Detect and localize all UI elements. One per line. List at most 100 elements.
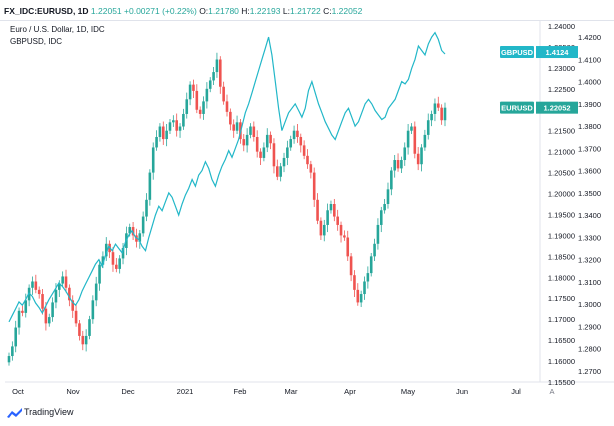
price-axis-tick: 1.24000: [548, 22, 575, 31]
candle-body: [436, 103, 440, 108]
candle-body: [202, 101, 205, 114]
candle-body: [312, 172, 316, 200]
compare-axis-tick: 1.3400: [578, 211, 601, 220]
candle-body: [296, 130, 299, 137]
compare-axis-tick: 1.3200: [578, 256, 601, 265]
candle-body: [279, 166, 282, 177]
candle-body: [74, 310, 78, 324]
time-axis-tick: Nov: [66, 387, 80, 396]
candle-body: [376, 224, 380, 244]
auto-scale-button: A: [549, 387, 554, 396]
candle-body: [286, 147, 289, 158]
candle-body: [172, 120, 175, 123]
candle-body: [393, 160, 396, 171]
candle-body: [356, 289, 360, 303]
candle-body: [115, 264, 118, 269]
candle-body: [396, 160, 400, 169]
candle-body: [252, 126, 256, 137]
candle-body: [161, 126, 165, 140]
candle-body: [272, 143, 276, 167]
price-chart[interactable]: 1.240001.235001.230001.225001.220001.215…: [0, 20, 614, 400]
candle-body: [192, 84, 195, 91]
time-axis-tick: May: [401, 387, 415, 396]
candle-body: [353, 275, 356, 290]
eurusd-price-tag-value: 1.22052: [543, 104, 570, 113]
main-series-legend[interactable]: Euro / U.S. Dollar, 1D, IDC: [10, 25, 105, 34]
candle-body: [54, 289, 58, 303]
price-axis-tick: 1.17500: [548, 294, 575, 303]
candle-body: [128, 227, 132, 234]
candle-body: [215, 59, 219, 73]
candle-body: [245, 134, 249, 146]
time-axis-tick: 2021: [177, 387, 194, 396]
candle-body: [373, 243, 376, 257]
candle-body: [44, 308, 48, 324]
candle-body: [235, 122, 239, 131]
compare-axis-tick: 1.4100: [578, 55, 601, 64]
footer: TradingView: [0, 400, 614, 426]
time-axis-tick: Mar: [285, 387, 298, 396]
compare-axis-tick: 1.4200: [578, 33, 601, 42]
candle-body: [339, 224, 343, 236]
compare-axis-tick: 1.4000: [578, 78, 601, 87]
price-axis-tick: 1.16000: [548, 357, 575, 366]
candle-body: [440, 107, 443, 121]
candle-body: [222, 86, 225, 102]
compare-axis-tick: 1.2700: [578, 367, 601, 376]
candle-body: [188, 84, 192, 100]
candle-body: [249, 126, 252, 135]
candle-body: [329, 204, 333, 211]
compare-axis-tick: 1.2800: [578, 345, 601, 354]
candle-body: [208, 80, 212, 89]
price-axis-tick: 1.20500: [548, 169, 575, 178]
compare-axis-tick: 1.3000: [578, 300, 601, 309]
candle-body: [51, 302, 54, 318]
compare-axis-tick: 1.3600: [578, 167, 601, 176]
candle-body: [182, 113, 185, 127]
candle-body: [319, 220, 323, 236]
candle-body: [336, 216, 339, 225]
candle-body: [343, 235, 346, 238]
eurusd-price-tag: [536, 101, 578, 114]
high-value: 1.22193: [249, 6, 281, 16]
candle-body: [413, 126, 417, 154]
close-value: 1.22052: [331, 6, 363, 16]
candle-body: [198, 109, 202, 114]
candle-body: [34, 281, 38, 290]
candle-body: [423, 134, 427, 148]
candle-body: [416, 153, 420, 165]
candle-body: [400, 160, 403, 169]
compare-series-legend[interactable]: GBPUSD, IDC: [10, 37, 63, 46]
candle-body: [104, 243, 108, 257]
candle-body: [185, 99, 189, 114]
price-axis-tick: 1.20000: [548, 190, 575, 199]
candle-body: [64, 276, 68, 288]
tradingview-logo-icon[interactable]: [7, 408, 23, 418]
candle-body: [7, 356, 11, 363]
open-label: O:: [199, 6, 209, 16]
time-axis-tick: Jul: [511, 387, 521, 396]
low-label: L:: [282, 6, 290, 16]
symbol-label[interactable]: FX_IDC:EURUSD, 1D: [4, 6, 89, 16]
brand-name[interactable]: TradingView: [24, 407, 74, 417]
candle-body: [232, 124, 236, 131]
candle-body: [265, 134, 269, 148]
price-axis-tick: 1.19000: [548, 231, 575, 240]
candle-body: [426, 120, 430, 135]
candle-body: [81, 335, 85, 345]
candle-body: [269, 134, 272, 144]
candle-body: [165, 130, 168, 140]
candle-body: [322, 224, 326, 236]
candle-body: [302, 145, 306, 156]
high-label: H:: [241, 6, 250, 16]
gbpusd-line: [8, 31, 446, 323]
candle-body: [58, 283, 61, 290]
candle-body: [262, 147, 266, 158]
last-price: 1.22051: [90, 6, 122, 16]
price-change: +0.00271 (+0.22%): [124, 6, 197, 16]
price-axis-tick: 1.17000: [548, 315, 575, 324]
candle-body: [369, 256, 373, 274]
candle-body: [111, 252, 115, 265]
compare-axis-tick: 1.3300: [578, 233, 601, 242]
time-axis-tick: Feb: [234, 387, 247, 396]
